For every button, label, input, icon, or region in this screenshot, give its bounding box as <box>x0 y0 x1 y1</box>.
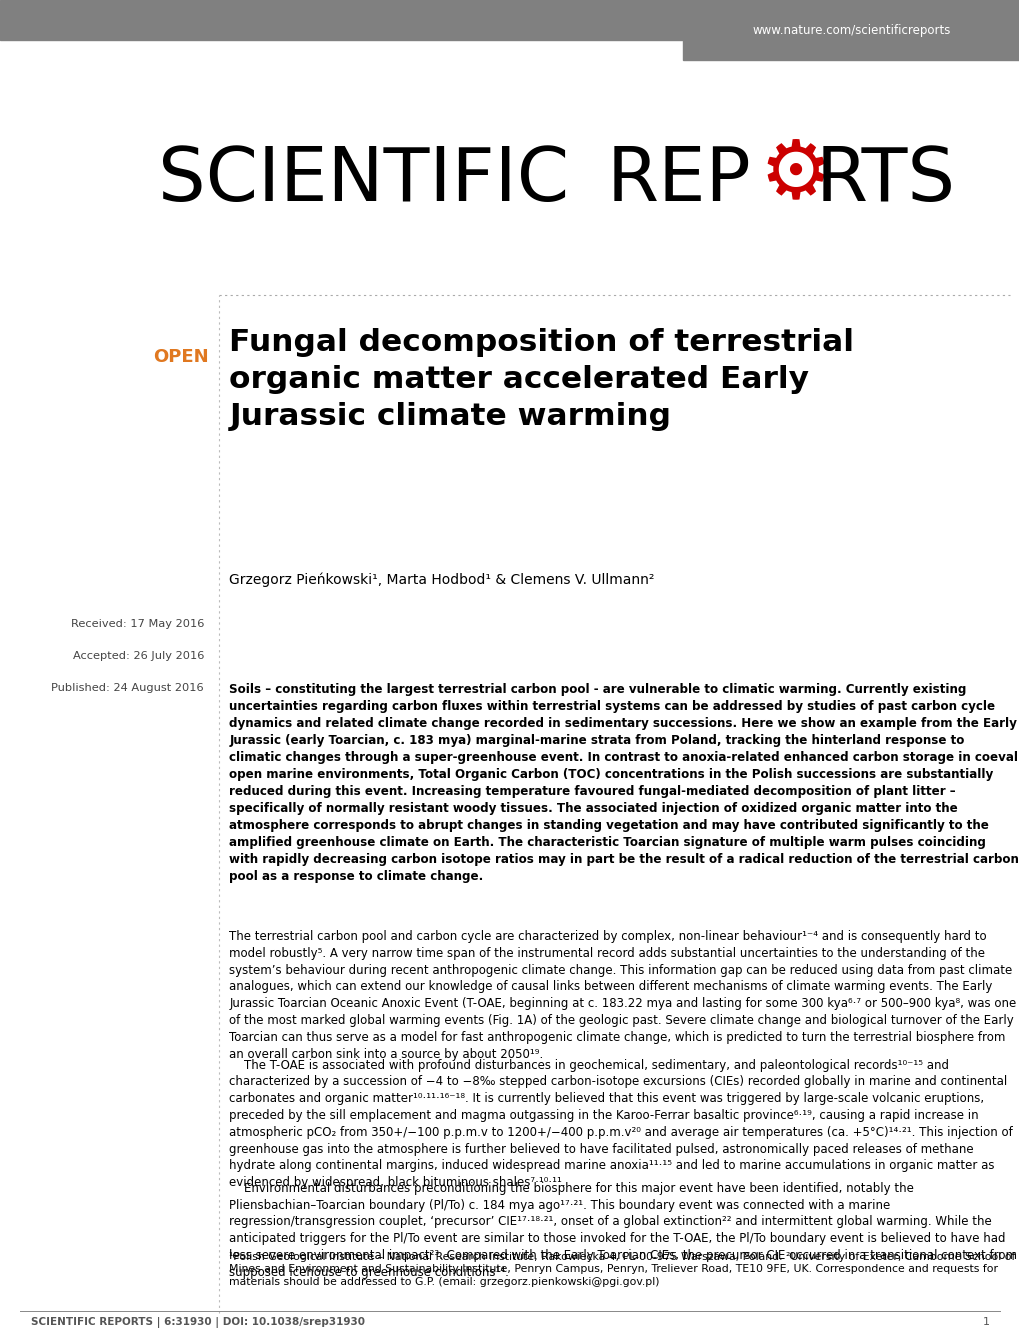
Text: Accepted: 26 July 2016: Accepted: 26 July 2016 <box>72 651 204 661</box>
Text: SCIENTIFIC REP● RTS: SCIENTIFIC REP● RTS <box>120 146 899 216</box>
Text: Soils – constituting the largest terrestrial carbon pool - are vulnerable to cli: Soils – constituting the largest terrest… <box>229 683 1018 883</box>
Text: Received: 17 May 2016: Received: 17 May 2016 <box>70 619 204 628</box>
Text: www.nature.com/scientificreports: www.nature.com/scientificreports <box>752 24 950 36</box>
Text: The T-OAE is associated with profound disturbances in geochemical, sedimentary, : The T-OAE is associated with profound di… <box>229 1059 1012 1189</box>
Bar <box>683 0 1019 60</box>
Text: ¹Polish Geological Institute – National Research Institute, Rakowiecka 4, PL-00-: ¹Polish Geological Institute – National … <box>229 1252 1015 1288</box>
Text: 1: 1 <box>981 1317 988 1327</box>
Text: Fungal decomposition of terrestrial
organic matter accelerated Early
Jurassic cl: Fungal decomposition of terrestrial orga… <box>229 328 854 431</box>
Text: ⚙: ⚙ <box>759 137 830 214</box>
Text: OPEN: OPEN <box>153 348 209 366</box>
Text: SCIENTIFIC: SCIENTIFIC <box>158 145 569 217</box>
Text: Published: 24 August 2016: Published: 24 August 2016 <box>51 683 204 693</box>
Text: Grzegorz Pieńkowski¹, Marta Hodbod¹ & Clemens V. Ullmann²: Grzegorz Pieńkowski¹, Marta Hodbod¹ & Cl… <box>229 572 654 587</box>
Text: RTS: RTS <box>815 145 955 217</box>
Text: REP: REP <box>606 145 751 217</box>
Bar <box>0 0 1019 40</box>
Text: The terrestrial carbon pool and carbon cycle are characterized by complex, non-l: The terrestrial carbon pool and carbon c… <box>229 930 1016 1060</box>
Text: SCIENTIFIC REPORTS | 6:31930 | DOI: 10.1038/srep31930: SCIENTIFIC REPORTS | 6:31930 | DOI: 10.1… <box>31 1317 364 1328</box>
Text: Environmental disturbances preconditioning the biosphere for this major event ha: Environmental disturbances preconditioni… <box>229 1182 1017 1278</box>
